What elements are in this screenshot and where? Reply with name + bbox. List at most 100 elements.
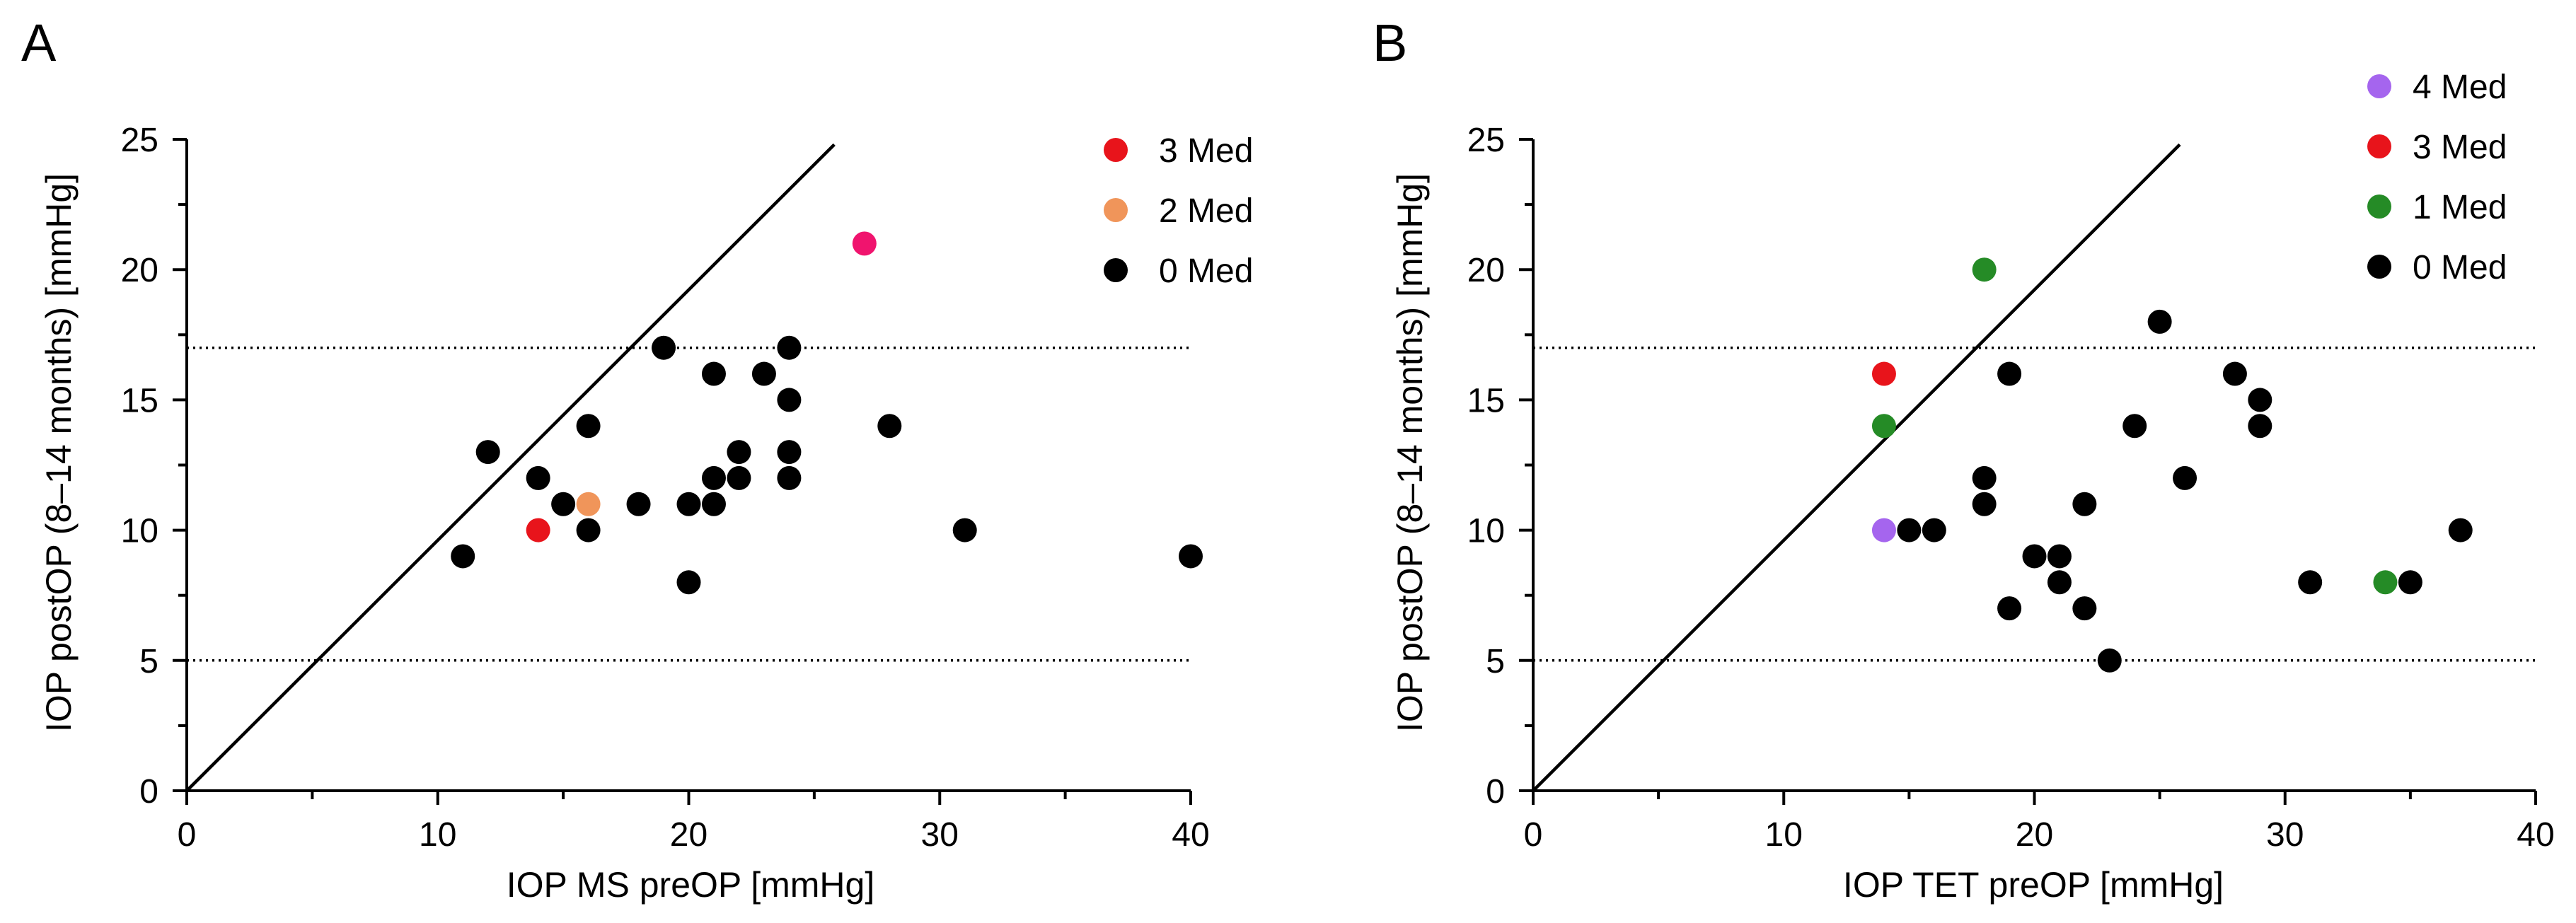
panel-b-data-point — [1997, 361, 2022, 386]
panel-a-y-tick-label: 20 — [121, 252, 158, 289]
panel-b-legend-label: 1 Med — [2413, 189, 2507, 226]
panel-a-data-point — [777, 335, 802, 360]
panel-b-y-tick-label: 25 — [1467, 122, 1505, 159]
panel-b-data-point — [2373, 570, 2398, 595]
panel-b-x-tick-label: 10 — [1765, 816, 1803, 854]
panel-a-x-tick-label: 0 — [178, 816, 197, 854]
panel-a-data-point — [652, 335, 676, 360]
panel-a-x-tick-label: 40 — [1172, 816, 1209, 854]
panel-a-x-axis-title: IOP MS preOP [mmHg] — [507, 865, 875, 905]
panel-a-data-point — [952, 518, 977, 542]
panel-b-legend-marker — [2367, 134, 2391, 158]
panel-b-y-tick-label: 10 — [1467, 513, 1505, 550]
panel-b-y-tick-label: 15 — [1467, 382, 1505, 419]
panel-b-y-tick-label: 5 — [1486, 643, 1505, 680]
panel-b-x-tick-label: 20 — [2016, 816, 2053, 854]
panel-b-legend-marker — [2367, 195, 2391, 219]
panel-a-x-tick-label: 10 — [419, 816, 456, 854]
panel-b-x-tick-label: 0 — [1524, 816, 1543, 854]
panel-b-identity-line — [1532, 143, 2181, 792]
panel-b-y-tick-label: 0 — [1486, 773, 1505, 811]
panel-b-data-point — [1972, 465, 1997, 490]
panel-a-data-point — [475, 440, 500, 465]
panel-a-y-tick-label: 5 — [139, 643, 158, 680]
panel-a-data-point — [576, 492, 601, 516]
panel-a-data-point — [777, 440, 802, 465]
panel-a-legend-marker — [1104, 258, 1128, 282]
panel-b-legend-label: 4 Med — [2413, 69, 2507, 106]
panel-b-y-axis-title: IOP postOP (8–14 months) [mmHg] — [1390, 173, 1430, 732]
panel-a-data-point — [676, 492, 701, 516]
panel-b-x-tick-label: 40 — [2517, 816, 2554, 854]
panel-b-data-point — [2122, 414, 2147, 439]
panel-a-data-point — [1179, 544, 1203, 569]
panel-b-data-point — [2047, 570, 2072, 595]
panel-a-y-tick-label: 25 — [121, 122, 158, 159]
panel-a-label: A — [21, 13, 57, 72]
panel-a-data-point — [777, 465, 802, 490]
panel-b-data-point — [2398, 570, 2422, 595]
panel-b-x-axis-title: IOP TET preOP [mmHg] — [1843, 865, 2224, 905]
panel-b-legend-label: 3 Med — [2413, 129, 2507, 166]
panel-b-data-point — [2072, 596, 2097, 621]
panel-a-legend-label: 0 Med — [1159, 252, 1253, 290]
panel-a-data-point — [777, 388, 802, 412]
panel-b-data-point — [2248, 414, 2272, 439]
panel-a-data-point — [526, 518, 550, 542]
panel-a-y-axis-title: IOP postOP (8–14 months) [mmHg] — [39, 173, 79, 732]
panel-b-data-point — [2173, 465, 2197, 490]
panel-a-plot-area: 0 5 10 15 20 25 0 10 20 30 40 3 Med 2 Med 0 Med — [121, 122, 1254, 854]
panel-b-data-point — [2248, 388, 2272, 412]
panel-a-data-point — [451, 544, 475, 569]
panel-a-data-point — [727, 465, 751, 490]
panel-a-y-tick-label: 10 — [121, 513, 158, 550]
panel-b-data-point — [1897, 518, 1922, 542]
panel-b-y-tick-label: 20 — [1467, 252, 1505, 289]
panel-a-data-point — [551, 492, 576, 516]
panel-a-legend-marker — [1104, 198, 1128, 222]
panel-b-data-point — [2448, 518, 2473, 542]
panel-a-data-point — [852, 231, 877, 256]
panel-a-data-point — [626, 492, 651, 516]
panel-b-data-point — [2097, 648, 2122, 673]
panel-a-x-tick-label: 20 — [670, 816, 707, 854]
panel-b-data-point — [2072, 492, 2097, 516]
panel-b: B IOP postOP (8–14 months) [mmHg] IOP TE… — [1373, 13, 2555, 905]
panel-b-label: B — [1373, 13, 1407, 72]
panel-b-x-tick-label: 30 — [2266, 816, 2304, 854]
panel-b-legend-marker — [2367, 255, 2391, 279]
panel-b-data-point — [1997, 596, 2022, 621]
panel-a-data-point — [576, 518, 601, 542]
panel-a-data-point — [701, 465, 726, 490]
panel-b-legend-label: 0 Med — [2413, 249, 2507, 286]
panel-b-data-point — [2222, 361, 2247, 386]
panel-b-data-point — [2298, 570, 2323, 595]
panel-a-data-point — [877, 414, 902, 439]
panel-b-data-point — [2147, 309, 2172, 334]
panel-b-data-point — [1871, 361, 1896, 386]
panel-a-data-point — [526, 465, 550, 490]
panel-b-data-point — [1922, 518, 1946, 542]
panel-a-y-tick-label: 0 — [139, 773, 158, 811]
panel-b-data-point — [1871, 518, 1896, 542]
panel-b-data-point — [2022, 544, 2047, 569]
panel-a: A IOP postOP (8–14 months) [mmHg] IOP MS… — [21, 13, 1253, 905]
panel-a-data-point — [701, 361, 726, 386]
panel-b-data-point — [1972, 257, 1997, 282]
panel-b-data-point — [2047, 544, 2072, 569]
panel-b-legend-marker — [2367, 74, 2391, 98]
panel-a-data-point — [727, 440, 751, 465]
panel-b-plot-area: 0 5 10 15 20 25 0 10 20 30 40 4 Med 3 Med 1 Med 0 Med — [1467, 69, 2555, 854]
panel-b-data-point — [1871, 414, 1896, 439]
panel-b-data-point — [1972, 492, 1997, 516]
panel-a-data-point — [751, 361, 776, 386]
panel-a-legend-label: 2 Med — [1159, 192, 1253, 230]
panel-a-data-point — [701, 492, 726, 516]
panel-a-legend-marker — [1104, 138, 1128, 162]
panel-a-x-tick-label: 30 — [921, 816, 959, 854]
panel-a-data-point — [676, 570, 701, 595]
panel-a-y-tick-label: 15 — [121, 382, 158, 419]
panel-a-data-point — [576, 414, 601, 439]
